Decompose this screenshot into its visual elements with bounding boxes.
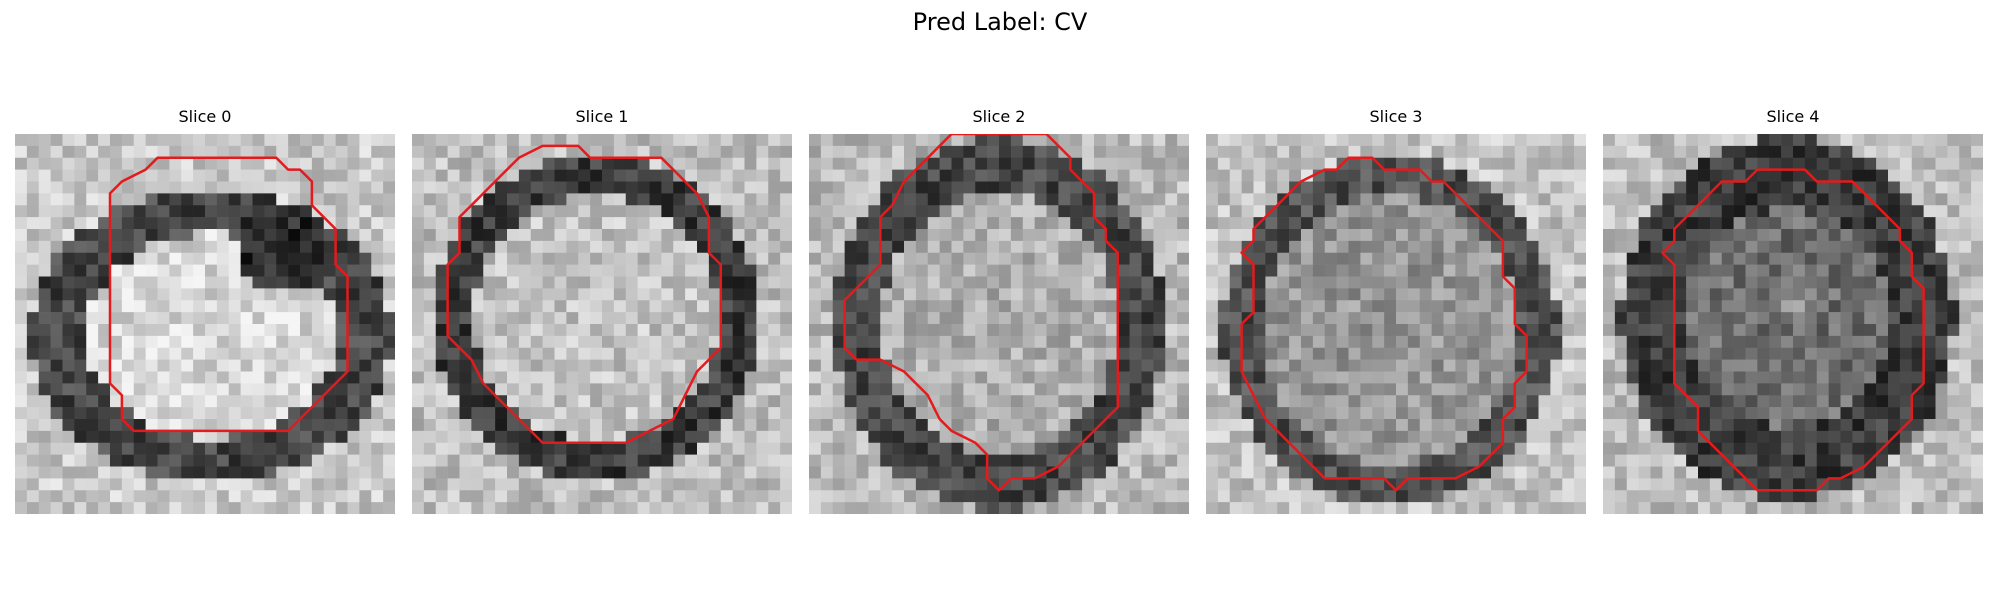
contour-outline-2 xyxy=(843,134,1120,492)
slice-title-0: Slice 0 xyxy=(178,107,232,126)
slice-image-3 xyxy=(1206,134,1586,514)
contour-outline-3 xyxy=(1240,156,1528,492)
figure-title: Pred Label: CV xyxy=(912,8,1088,36)
contour-outline-1 xyxy=(446,144,723,445)
pixel-texture-1 xyxy=(412,134,792,514)
slice-image-1 xyxy=(412,134,792,514)
slice-title-1: Slice 1 xyxy=(575,107,629,126)
contour-outline-4 xyxy=(1661,168,1925,492)
pixel-texture-3 xyxy=(1206,134,1586,514)
pixel-texture-2 xyxy=(809,134,1189,514)
slice-title-3: Slice 3 xyxy=(1369,107,1423,126)
slice-image-4 xyxy=(1603,134,1983,514)
contour-outline-0 xyxy=(108,156,349,433)
pixel-texture-0 xyxy=(15,134,395,514)
slice-title-2: Slice 2 xyxy=(972,107,1026,126)
slice-image-2 xyxy=(809,134,1189,514)
slice-title-4: Slice 4 xyxy=(1766,107,1820,126)
pixel-texture-4 xyxy=(1603,134,1983,514)
slice-image-0 xyxy=(15,134,395,514)
